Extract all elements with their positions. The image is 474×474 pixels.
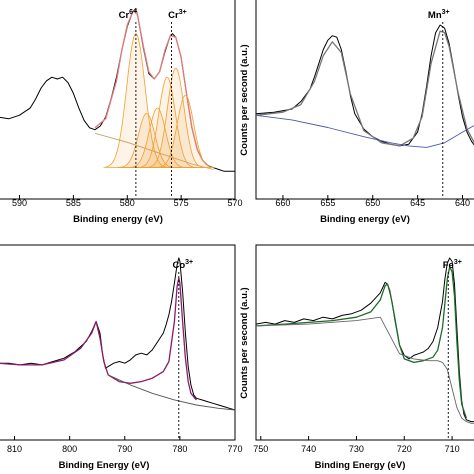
cr-peak-label: Cr6+ bbox=[119, 9, 138, 21]
cr-peak-markers: Cr6+ Cr3+ bbox=[119, 9, 187, 198]
mn-fit-envelope-line bbox=[255, 30, 474, 147]
fe-peak-markers: Fe3+ bbox=[443, 259, 462, 439]
fe-x-axis-title: Binding Energy (eV) bbox=[315, 460, 406, 471]
cr-fit-component-6 bbox=[137, 76, 197, 168]
mn-plot-frame bbox=[255, 0, 474, 200]
cr-x-tick-label: 580 bbox=[120, 198, 135, 208]
cr-x-ticks: 590 585 580 575 570 bbox=[12, 195, 243, 208]
co-fit-envelope-line bbox=[0, 277, 197, 401]
mn-x-tick-label: 660 bbox=[275, 198, 290, 208]
mn-peak-markers: Mn3+ bbox=[428, 9, 450, 198]
fe-x-tick-label: 720 bbox=[397, 444, 412, 454]
cr-x-tick-label: 570 bbox=[227, 198, 242, 208]
cr-x-tick-label: 585 bbox=[66, 198, 81, 208]
mn-peak-label: Mn3+ bbox=[428, 9, 450, 21]
mn-baseline-line bbox=[255, 114, 474, 148]
mn-x-ticks: 660 655 650 645 640 bbox=[275, 195, 470, 208]
fe-fit-envelope-line bbox=[255, 266, 468, 419]
fe-baseline-line bbox=[255, 316, 474, 424]
fe-x-ticks: 750 740 730 720 710 bbox=[253, 436, 460, 454]
mn-y-axis-title: Counts per second (a.u.) bbox=[239, 44, 250, 155]
cr-fit-component-5 bbox=[128, 107, 187, 168]
cr-fit-component-8 bbox=[156, 94, 215, 168]
mn-x-tick-label: 655 bbox=[320, 198, 335, 208]
mn-x-axis-title: Binding energy (eV) bbox=[320, 214, 410, 225]
fe-x-tick-label: 740 bbox=[301, 444, 316, 454]
mn-series-group bbox=[255, 24, 474, 148]
cr-fit-envelope-line bbox=[94, 9, 209, 167]
co-peak-markers: Co3+ bbox=[172, 259, 193, 439]
co-peak-label: Co3+ bbox=[172, 259, 193, 271]
co-x-tick-label: 810 bbox=[7, 444, 22, 454]
cr-peak-label: Cr3+ bbox=[168, 9, 187, 21]
mn-x-tick-label: 640 bbox=[455, 198, 470, 208]
mn-x-tick-label: 650 bbox=[365, 198, 380, 208]
cr-fit-component-7 bbox=[146, 67, 205, 168]
fe-x-tick-label: 750 bbox=[253, 444, 268, 454]
fe-y-axis-title: Counts per second (a.u.) bbox=[239, 287, 250, 398]
mn-2p-panel: 660 655 650 645 640 Mn3+ Binding energy (eV)… bbox=[239, 0, 474, 225]
fe-peak-label: Fe3+ bbox=[443, 259, 462, 271]
co-2p-panel: 810 800 790 780 770 Co3+ Binding Energy (eV) bbox=[0, 244, 243, 471]
cr-plot-frame bbox=[0, 0, 236, 200]
fe-x-tick-label: 710 bbox=[445, 444, 460, 454]
fe-series-group bbox=[255, 257, 474, 424]
cr-x-tick-label: 590 bbox=[12, 198, 27, 208]
mn-x-tick-label: 645 bbox=[410, 198, 425, 208]
cr-series-group bbox=[0, 7, 235, 172]
fe-2p-panel: 750 740 730 720 710 Fe3+ Binding Energy (eV)… bbox=[239, 244, 474, 471]
cr-x-tick-label: 575 bbox=[174, 198, 189, 208]
co-series-group bbox=[0, 257, 236, 411]
co-plot-frame bbox=[0, 244, 236, 441]
co-x-axis-title: Binding Energy (eV) bbox=[59, 460, 150, 471]
fe-measured-line bbox=[255, 257, 474, 423]
co-x-tick-label: 790 bbox=[117, 444, 132, 454]
mn-measured-line bbox=[255, 24, 474, 147]
cr-x-axis-title: Binding energy (eV) bbox=[73, 214, 163, 225]
co-baseline-line bbox=[108, 374, 236, 411]
fe-x-tick-label: 730 bbox=[349, 444, 364, 454]
co-x-tick-label: 780 bbox=[172, 444, 187, 454]
co-x-tick-label: 800 bbox=[62, 444, 77, 454]
co-x-tick-label: 770 bbox=[227, 444, 242, 454]
co-measured-line bbox=[0, 257, 236, 411]
fe-plot-frame bbox=[255, 244, 474, 441]
cr-measured-line bbox=[0, 7, 235, 172]
cr-2p-panel: 590 585 580 575 570 Cr6+ Cr3+ Binding energy … bbox=[0, 0, 243, 225]
co-x-ticks: 810 800 790 780 770 bbox=[7, 436, 243, 454]
